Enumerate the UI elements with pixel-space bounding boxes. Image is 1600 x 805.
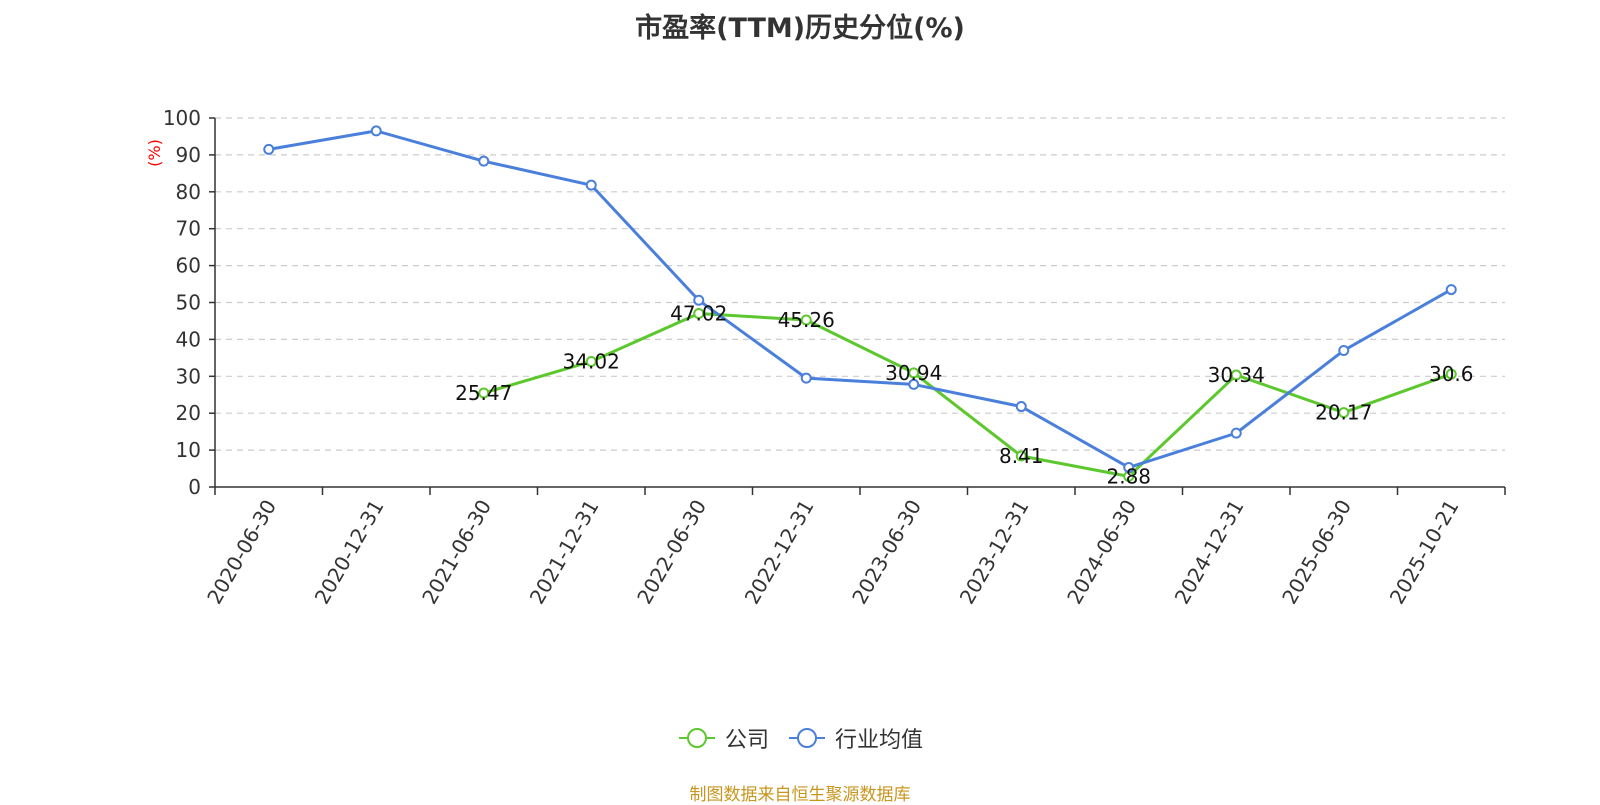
series-point-1 bbox=[908, 378, 920, 390]
grid-lines bbox=[215, 117, 1505, 451]
series-point-1 bbox=[585, 179, 597, 191]
x-tick-label: 2020-06-30 bbox=[202, 496, 281, 609]
x-tick-label: 2022-12-31 bbox=[740, 496, 819, 609]
y-tick-label: 40 bbox=[176, 327, 201, 351]
x-tick-label: 2025-10-21 bbox=[1385, 496, 1464, 609]
x-tick-label: 2024-06-30 bbox=[1062, 496, 1141, 609]
data-label: 30.34 bbox=[1208, 363, 1265, 387]
series-point-1 bbox=[693, 294, 705, 306]
data-label: 8.41 bbox=[999, 444, 1044, 468]
series-point-0 bbox=[800, 314, 812, 326]
x-tick-label: 2021-06-30 bbox=[417, 496, 496, 609]
series-point-1 bbox=[1015, 401, 1027, 413]
y-tick-label: 20 bbox=[176, 401, 201, 425]
series-point-1 bbox=[370, 125, 382, 137]
legend-company-label: 公司 bbox=[724, 728, 769, 753]
series-point-1 bbox=[1123, 461, 1135, 473]
series-point-0 bbox=[693, 307, 705, 319]
y-tick-label: 30 bbox=[176, 364, 201, 388]
x-tick-label: 2023-06-30 bbox=[847, 496, 926, 609]
x-tick-label: 2023-12-31 bbox=[955, 496, 1034, 609]
series-line-0 bbox=[483, 311, 1452, 478]
y-tick-label: 10 bbox=[176, 438, 201, 462]
y-tick-label: 70 bbox=[176, 217, 201, 241]
x-tick-label: 2022-06-30 bbox=[632, 496, 711, 609]
data-label: 2.88 bbox=[1106, 464, 1151, 488]
y-tick-label: 90 bbox=[176, 143, 201, 167]
series-line-1 bbox=[268, 129, 1452, 469]
series-point-1 bbox=[1445, 284, 1457, 296]
x-tick-label: 2020-12-31 bbox=[310, 496, 389, 609]
series-point-1 bbox=[478, 155, 490, 167]
y-tick-label: 0 bbox=[188, 475, 201, 499]
y-axis-unit: (%) bbox=[145, 139, 164, 167]
x-tick-label: 2025-06-30 bbox=[1277, 496, 1356, 609]
legend-item-company[interactable]: 公司 bbox=[677, 722, 769, 754]
line-chart: 0 10 20 30 40 50 60 70 80 90 100 (%) 2020-06-30 2020-… bbox=[145, 106, 1506, 609]
legend-company-icon bbox=[678, 728, 715, 748]
chart-title: 市盈率(TTM)历史分位(%) bbox=[635, 13, 965, 44]
data-label: 47.02 bbox=[670, 301, 727, 325]
data-label: 30.6 bbox=[1429, 362, 1474, 386]
legend-industry-label: 行业均值 bbox=[835, 728, 924, 753]
legend-industry-icon bbox=[789, 728, 825, 748]
data-label: 25.47 bbox=[455, 381, 512, 405]
series bbox=[263, 125, 1457, 482]
series-point-0 bbox=[908, 367, 920, 379]
series-point-0 bbox=[478, 387, 490, 399]
series-point-0 bbox=[1338, 407, 1350, 419]
series-point-0 bbox=[585, 355, 597, 367]
y-tick-label: 60 bbox=[176, 254, 201, 278]
x-tick-label: 2021-12-31 bbox=[525, 496, 604, 609]
data-label: 20.17 bbox=[1315, 401, 1372, 425]
legend-item-industry[interactable]: 行业均值 bbox=[787, 722, 923, 754]
y-tick-label: 50 bbox=[176, 291, 201, 315]
data-label: 45.26 bbox=[778, 308, 835, 332]
series-point-1 bbox=[800, 372, 812, 384]
series-point-1 bbox=[263, 143, 275, 155]
y-tick-label: 100 bbox=[163, 106, 201, 130]
legend: 公司 行业均值 bbox=[0, 722, 1600, 754]
series-point-0 bbox=[1230, 369, 1242, 381]
series-point-1 bbox=[1338, 344, 1350, 356]
y-tick-label: 80 bbox=[176, 180, 201, 204]
source-note: 制图数据来自恒生聚源数据库 bbox=[689, 785, 911, 805]
series-point-0 bbox=[1445, 368, 1457, 380]
data-label: 30.94 bbox=[885, 361, 942, 385]
series-point-0 bbox=[1015, 450, 1027, 462]
data-labels: 25.47 34.02 47.02 45.26 30.94 8.41 2.88 30.34 20… bbox=[455, 301, 1473, 488]
data-label: 34.02 bbox=[563, 349, 620, 373]
axes: 0 10 20 30 40 50 60 70 80 90 100 (%) 2020-06-30 2020-… bbox=[145, 106, 1506, 609]
series-point-1 bbox=[1230, 427, 1242, 439]
x-tick-label: 2024-12-31 bbox=[1170, 496, 1249, 609]
